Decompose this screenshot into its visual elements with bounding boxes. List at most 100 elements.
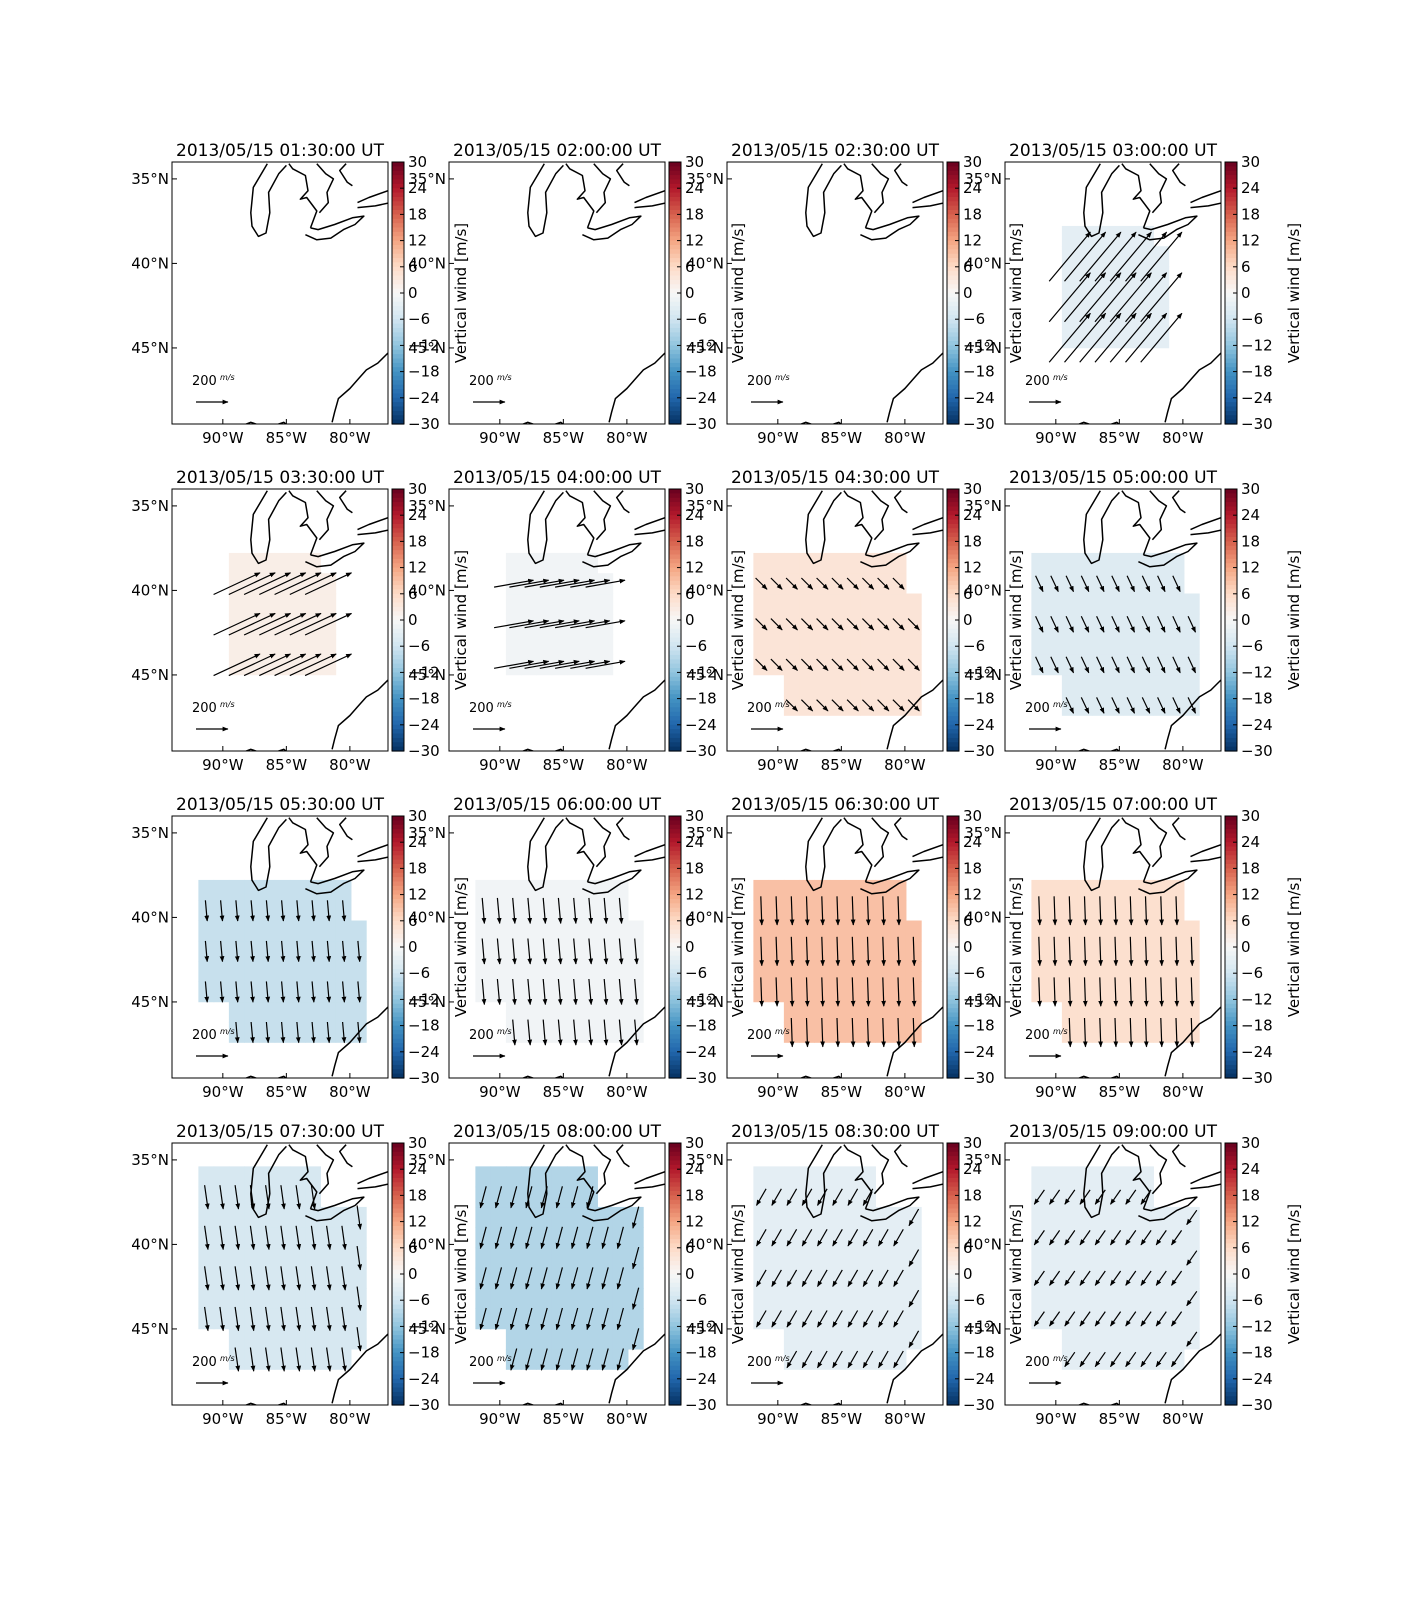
coastline-ontario [357, 516, 388, 536]
wind-vector [1049, 1189, 1061, 1205]
colorbar-segment [669, 532, 681, 538]
wind-vector [1172, 656, 1181, 674]
map-area [753, 817, 943, 1078]
colorbar-segment [1225, 349, 1237, 355]
colorbar-segment [669, 1225, 681, 1231]
colorbar-segment [392, 327, 404, 333]
vertical-wind-cell [536, 1001, 553, 1023]
colorbar-segment [392, 716, 404, 722]
colorbar-tick-label: 12 [408, 1213, 427, 1231]
wind-vector [540, 1267, 548, 1290]
wind-vector [755, 1188, 767, 1206]
vertical-wind-cell [305, 593, 321, 615]
coastline-michigan [250, 163, 287, 238]
vertical-wind-cell [1061, 1288, 1078, 1309]
colorbar-segment [947, 1343, 959, 1349]
wind-vector [1079, 1351, 1091, 1368]
wind-vector [862, 1310, 874, 1328]
wind-vector [789, 1017, 795, 1048]
vertical-wind-cell [1092, 920, 1109, 942]
wind-vector [289, 653, 337, 677]
colorbar-segment [1225, 1173, 1237, 1179]
vertical-wind-cell [768, 961, 785, 982]
coastline-east-coast [1164, 1333, 1221, 1404]
vertical-wind-cell [582, 634, 598, 655]
map-area [213, 490, 388, 751]
wind-vector [509, 1348, 518, 1371]
map-frame [448, 1142, 666, 1406]
x-tick-label: 90°W [757, 756, 799, 774]
x-tick-label: 85°W [543, 429, 585, 447]
colorbar-segment [947, 541, 959, 547]
colorbar-segment [1225, 986, 1237, 992]
colorbar-segment [947, 894, 959, 900]
coastline-huron-north [316, 163, 335, 214]
colorbar-segment [669, 742, 681, 748]
colorbar-segment [947, 920, 959, 926]
wind-vector [1141, 575, 1151, 593]
vertical-wind-cell [1107, 1206, 1124, 1228]
wind-vector [525, 1226, 533, 1250]
vertical-wind-cell [259, 961, 276, 982]
colorbar-tick-label: −6 [963, 1291, 985, 1309]
colorbar-segment [1225, 323, 1237, 329]
colorbar-tick-label: 0 [408, 284, 418, 302]
wind-vector [785, 699, 798, 712]
colorbar-segment [1225, 973, 1237, 979]
wind-vector [554, 659, 596, 669]
wind-vector [570, 1186, 579, 1209]
colorbar-label: Vertical wind [m/s] [452, 877, 470, 1017]
coastline-michigan [1083, 163, 1120, 238]
colorbar-segment [1225, 1308, 1237, 1314]
colorbar-segment [392, 929, 404, 935]
wind-vector [816, 1229, 828, 1247]
vertical-wind-cell [551, 879, 568, 901]
vertical-wind-cell [213, 1247, 230, 1269]
colorbar-segment [669, 1173, 681, 1179]
wind-vector [893, 1310, 904, 1328]
vertical-wind-cell [198, 1166, 215, 1188]
wind-vector [311, 1021, 316, 1044]
colorbar-tick-label: −30 [408, 1069, 440, 1087]
colorbar-tick-label: 6 [1241, 912, 1251, 930]
wind-vector [527, 978, 533, 1006]
vertical-wind-cell [814, 552, 831, 574]
colorbar-segment [392, 633, 404, 639]
colorbar-segment [669, 1230, 681, 1236]
wind-vector [1140, 231, 1183, 282]
coastline-huron-north [1149, 163, 1168, 214]
colorbar-segment [947, 898, 959, 904]
colorbar-tick-label: −6 [685, 964, 707, 982]
colorbar-label: Vertical wind [m/s] [1007, 1204, 1025, 1344]
colorbar-segment [392, 1025, 404, 1031]
colorbar-segment [669, 641, 681, 647]
map-frame [171, 1142, 389, 1406]
wind-vector [570, 619, 611, 629]
colorbar-segment [669, 990, 681, 996]
colorbar-segment [669, 593, 681, 599]
wind-vector [1171, 1230, 1183, 1246]
colorbar-segment [669, 284, 681, 290]
vertical-wind-cell [1061, 920, 1078, 942]
vertical-wind-cell [814, 1328, 831, 1350]
colorbar-segment [947, 824, 959, 830]
wind-vector [1098, 896, 1104, 926]
vertical-wind-cell [890, 552, 907, 574]
colorbar-segment [947, 724, 959, 730]
colorbar-tick-label: 30 [408, 480, 427, 498]
colorbar-segment [947, 506, 959, 512]
colorbar-segment [947, 933, 959, 939]
colorbar-segment [392, 358, 404, 364]
colorbar-segment [669, 964, 681, 970]
wind-vector [1111, 575, 1120, 593]
coastline-huron-north [871, 1144, 890, 1195]
wind-vector [356, 1205, 363, 1230]
colorbar-label: Vertical wind [m/s] [452, 550, 470, 690]
reference-arrow-label: 200 [192, 1355, 217, 1370]
colorbar-segment [392, 406, 404, 412]
colorbar-tick-label: −30 [1241, 1396, 1273, 1414]
colorbar-segment [392, 1064, 404, 1070]
colorbar-segment [392, 885, 404, 891]
